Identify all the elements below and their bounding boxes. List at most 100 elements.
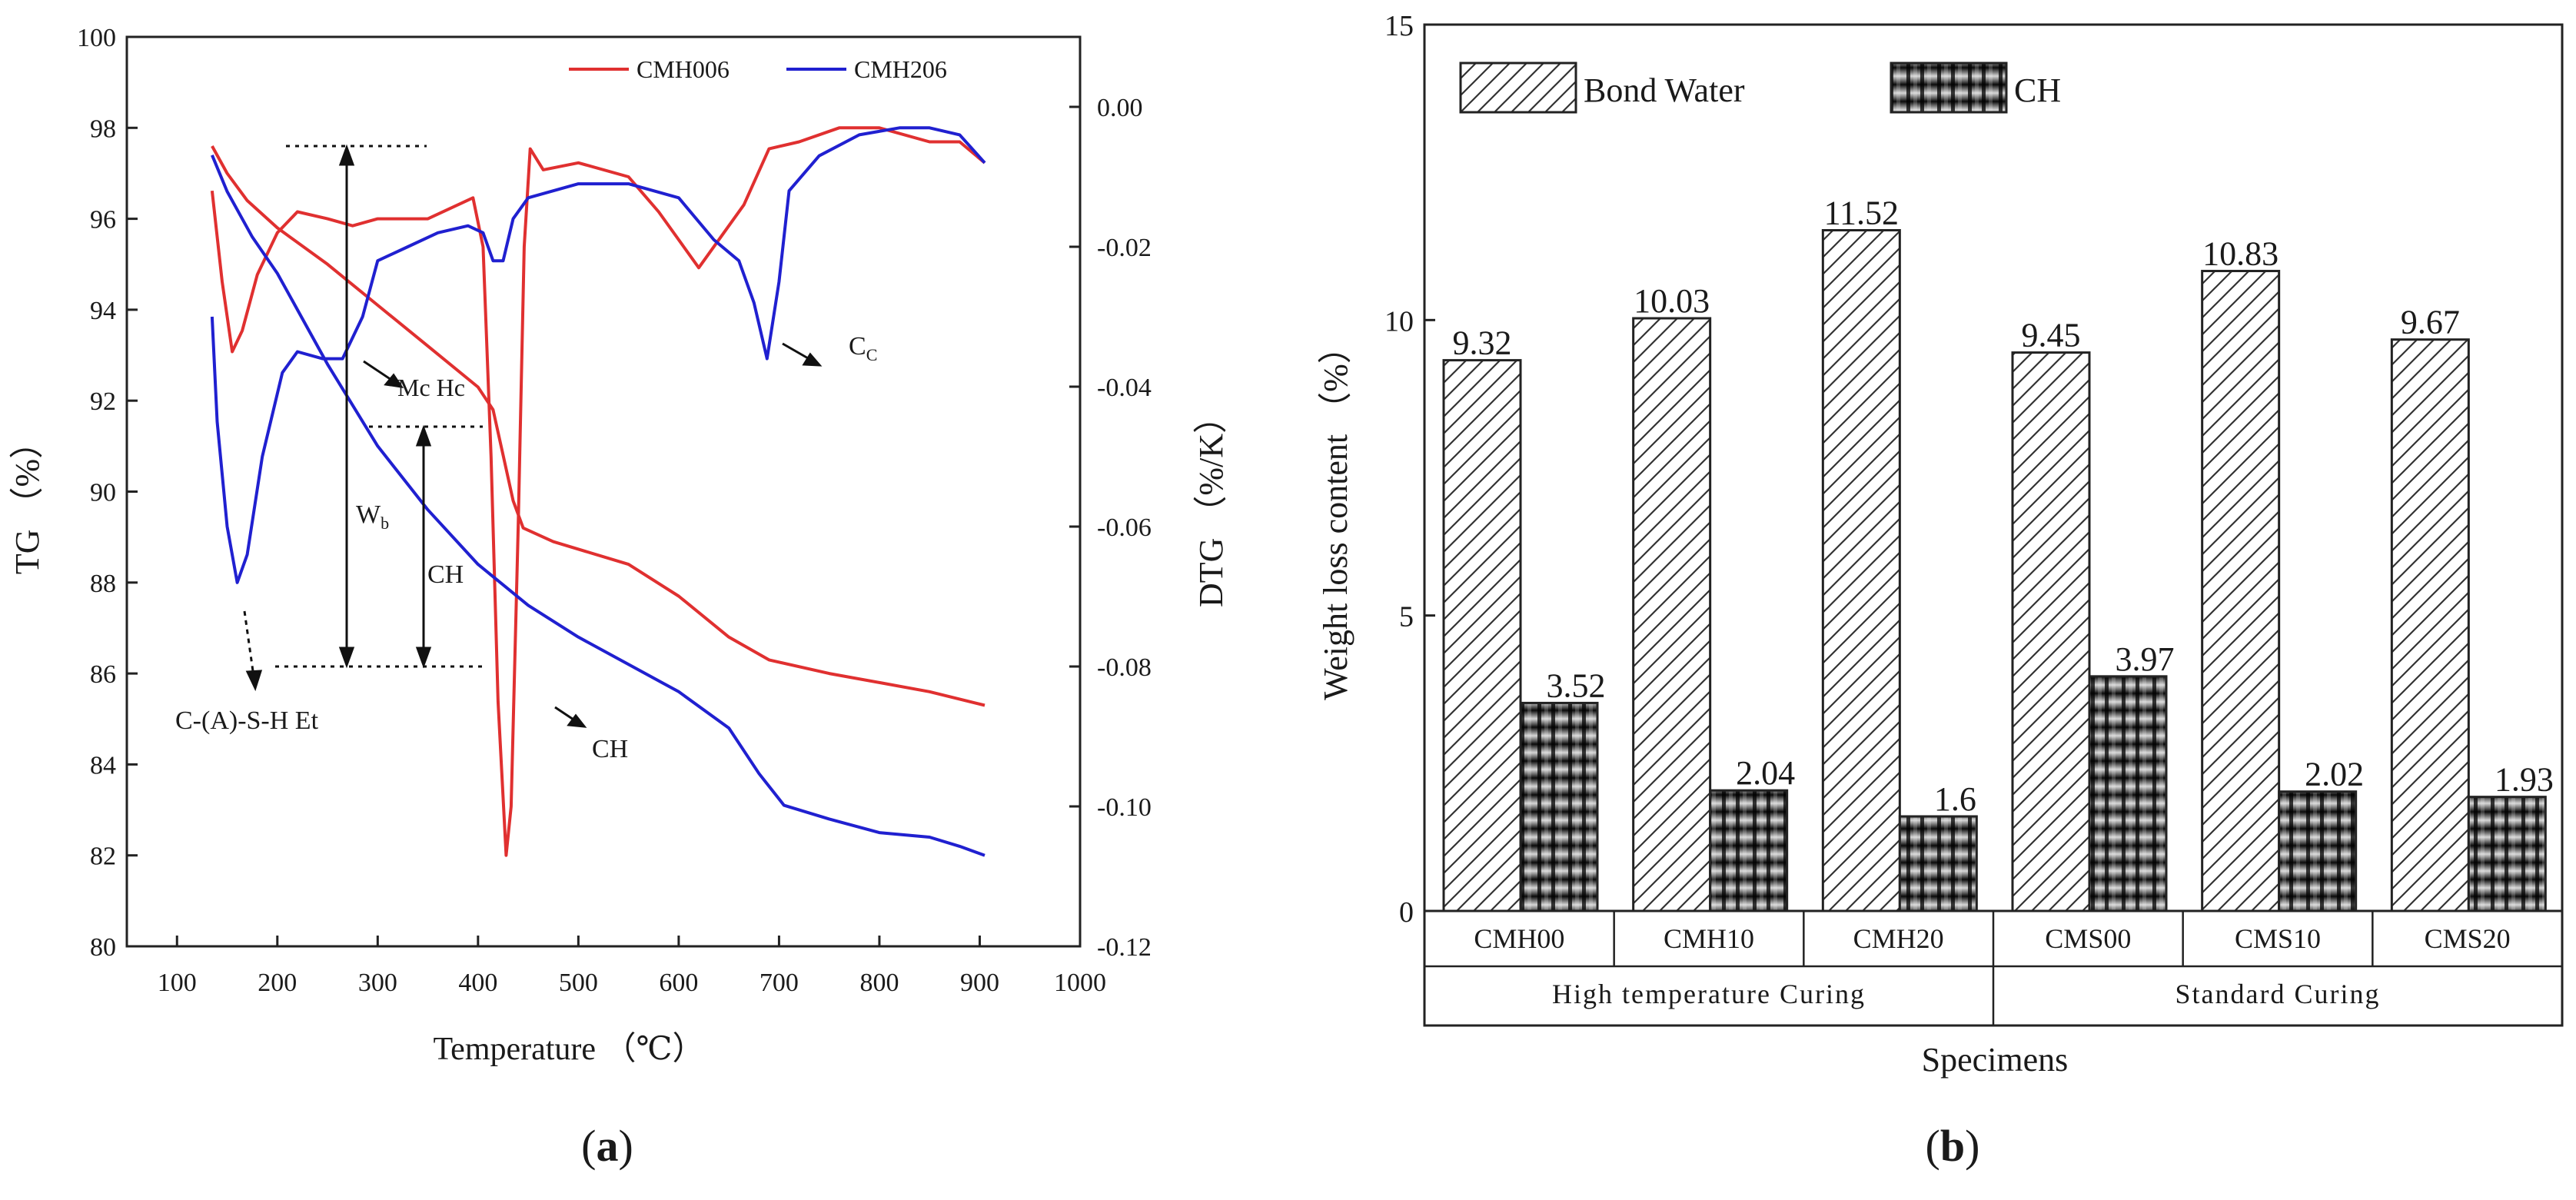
- series-line-cmh006-dtg: [210, 126, 986, 857]
- category-label: CMS20: [2425, 923, 2511, 954]
- category-label: CMH20: [1853, 923, 1944, 954]
- panel-b-categories: CMH00 CMH10 CMH20 CMS00 CMS10 CMS20 High tempe…: [1474, 911, 2511, 1025]
- panel-b: 0 5 10 15 9.32 3.52 10.03 2.04 11.52 1.6 9.45 3.97…: [1317, 10, 2564, 1171]
- annot-wb: Wb: [356, 500, 389, 533]
- panel-a-legend: CMH006 CMH206: [569, 55, 947, 83]
- panel-a-y-right-ticks: -0.12 -0.10 -0.08 -0.06 -0.04 -0.02 0.00: [1069, 94, 1152, 962]
- legend-cmh006-label: CMH006: [637, 55, 730, 83]
- y-right-tick-label: 0.00: [1097, 94, 1143, 122]
- bar-label-ch: 1.6: [1934, 780, 1976, 818]
- bar-label-ch: 3.52: [1547, 666, 1606, 704]
- y-left-tick-label: 92: [90, 387, 116, 416]
- legend-ch-swatch: [1890, 61, 2008, 114]
- annot-mc-hc: Mc Hc: [397, 374, 465, 401]
- x-tick-label: 300: [358, 969, 397, 997]
- y-left-tick-label: 86: [90, 660, 116, 689]
- panel-b-y-ticks: 0 5 10 15: [1384, 10, 1435, 929]
- y-left-tick-label: 94: [90, 297, 116, 325]
- y-left-tick-label: 82: [90, 843, 116, 871]
- bar-ch: [1709, 789, 1789, 912]
- y-left-tick-label: 90: [90, 479, 116, 507]
- legend-ch-label: CH: [2014, 71, 2061, 109]
- panel-a-label: (a): [581, 1121, 633, 1171]
- panel-b-bars: 9.32 3.52 10.03 2.04 11.52 1.6 9.45 3.97 10.83 2.…: [1442, 194, 2554, 912]
- x-tick-label: 900: [960, 969, 999, 997]
- bar-bond-water: [1821, 228, 1901, 912]
- panel-a-ylabel-left: TG （%）: [8, 425, 46, 574]
- csh-pointer: [243, 610, 255, 677]
- y-left-tick-label: 84: [90, 751, 116, 780]
- ch-peak-pointer-head: [567, 713, 587, 728]
- x-tick-label: 100: [158, 969, 197, 997]
- x-tick-label: 200: [258, 969, 297, 997]
- category-label: CMH10: [1664, 923, 1754, 954]
- x-tick-label: 600: [659, 969, 698, 997]
- panel-a-xlabel: Temperature （℃）: [433, 1032, 704, 1067]
- y-right-tick-label: -0.10: [1097, 793, 1152, 822]
- bar-label-ch: 2.02: [2305, 756, 2364, 793]
- bar-ch: [1898, 815, 1978, 912]
- y-tick-label: 15: [1384, 10, 1414, 42]
- panel-a-annotation-marks: [243, 144, 823, 728]
- x-tick-label: 500: [559, 969, 598, 997]
- bar-ch: [1519, 701, 1599, 912]
- legend-cmh206-label: CMH206: [854, 55, 947, 83]
- y-right-tick-label: -0.12: [1097, 933, 1152, 962]
- bar-bond-water: [2390, 338, 2470, 912]
- bar-label-ch: 3.97: [2116, 640, 2175, 678]
- y-left-tick-label: 98: [90, 115, 116, 143]
- y-left-tick-label: 80: [90, 933, 116, 962]
- y-right-tick-label: -0.08: [1097, 653, 1152, 682]
- y-right-tick-label: -0.06: [1097, 514, 1152, 542]
- mc-pointer-head: [384, 373, 404, 388]
- panel-a-x-ticks: 100 200 300 400 500 600 700 800 900 1000: [158, 936, 1106, 997]
- bar-label-bond-water: 9.32: [1453, 324, 1512, 362]
- y-left-tick-label: 88: [90, 570, 116, 598]
- bar-label-bond-water: 10.83: [2202, 235, 2279, 273]
- bar-label-bond-water: 9.45: [2022, 317, 2081, 354]
- y-right-tick-label: -0.04: [1097, 374, 1152, 402]
- panel-a-y-left-ticks: 80 82 84 86 88 90 92 94 96 98 100: [77, 24, 138, 962]
- annot-ch-step: CH: [427, 560, 464, 589]
- bar-bond-water: [1632, 317, 1712, 912]
- panel-a-ylabel-right: DTG （%/K）: [1192, 400, 1230, 607]
- csh-pointer-head: [245, 670, 263, 692]
- y-tick-label: 0: [1399, 896, 1414, 929]
- category-label: CMH00: [1474, 923, 1564, 954]
- group-label: Standard Curing: [2175, 979, 2381, 1009]
- wb-arrow-up: [338, 144, 355, 166]
- x-tick-label: 800: [859, 969, 899, 997]
- group-label: High temperature Curing: [1552, 979, 1866, 1009]
- y-tick-label: 5: [1399, 601, 1414, 633]
- annot-ch-peak: CH: [592, 735, 628, 763]
- panel-a: 100 200 300 400 500 600 700 800 900 1000 80 82 84 86…: [8, 24, 1230, 1171]
- bar-label-bond-water: 10.03: [1634, 282, 1710, 320]
- bar-label-ch: 2.04: [1736, 754, 1795, 792]
- y-left-tick-label: 100: [77, 24, 116, 52]
- bar-label-bond-water: 9.67: [2401, 304, 2460, 341]
- panel-b-xlabel: Specimens: [1922, 1041, 2069, 1079]
- bar-bond-water: [2201, 270, 2281, 912]
- cc-pointer-head: [802, 352, 823, 367]
- panel-b-legend: Bond Water CH: [1459, 61, 2061, 114]
- panel-a-series: [210, 126, 986, 857]
- series-line-cmh006-tg: [211, 145, 986, 707]
- bar-bond-water: [1442, 359, 1522, 912]
- series-line-cmh206-tg: [211, 155, 986, 857]
- category-label: CMS00: [2045, 923, 2131, 954]
- bar-bond-water: [2011, 351, 2091, 912]
- category-label: CMS10: [2235, 923, 2321, 954]
- x-tick-label: 700: [760, 969, 799, 997]
- bar-label-ch: 1.93: [2495, 761, 2554, 799]
- y-tick-label: 10: [1384, 305, 1414, 337]
- series-line-cmh206-dtg: [210, 126, 986, 584]
- bar-ch: [2467, 796, 2547, 912]
- legend-bond-water-label: Bond Water: [1584, 71, 1745, 109]
- panel-b-label: (b): [1926, 1121, 1980, 1171]
- annot-csh: C-(A)-S-H Et: [175, 706, 319, 735]
- panel-b-ylabel: Weight loss content （%）: [1317, 330, 1354, 700]
- annot-cc: CC: [849, 332, 877, 364]
- panel-a-annotation-labels: Mc Hc CC CH C-(A)-S-H Et Wb CH: [175, 332, 877, 763]
- bar-ch: [2278, 790, 2358, 912]
